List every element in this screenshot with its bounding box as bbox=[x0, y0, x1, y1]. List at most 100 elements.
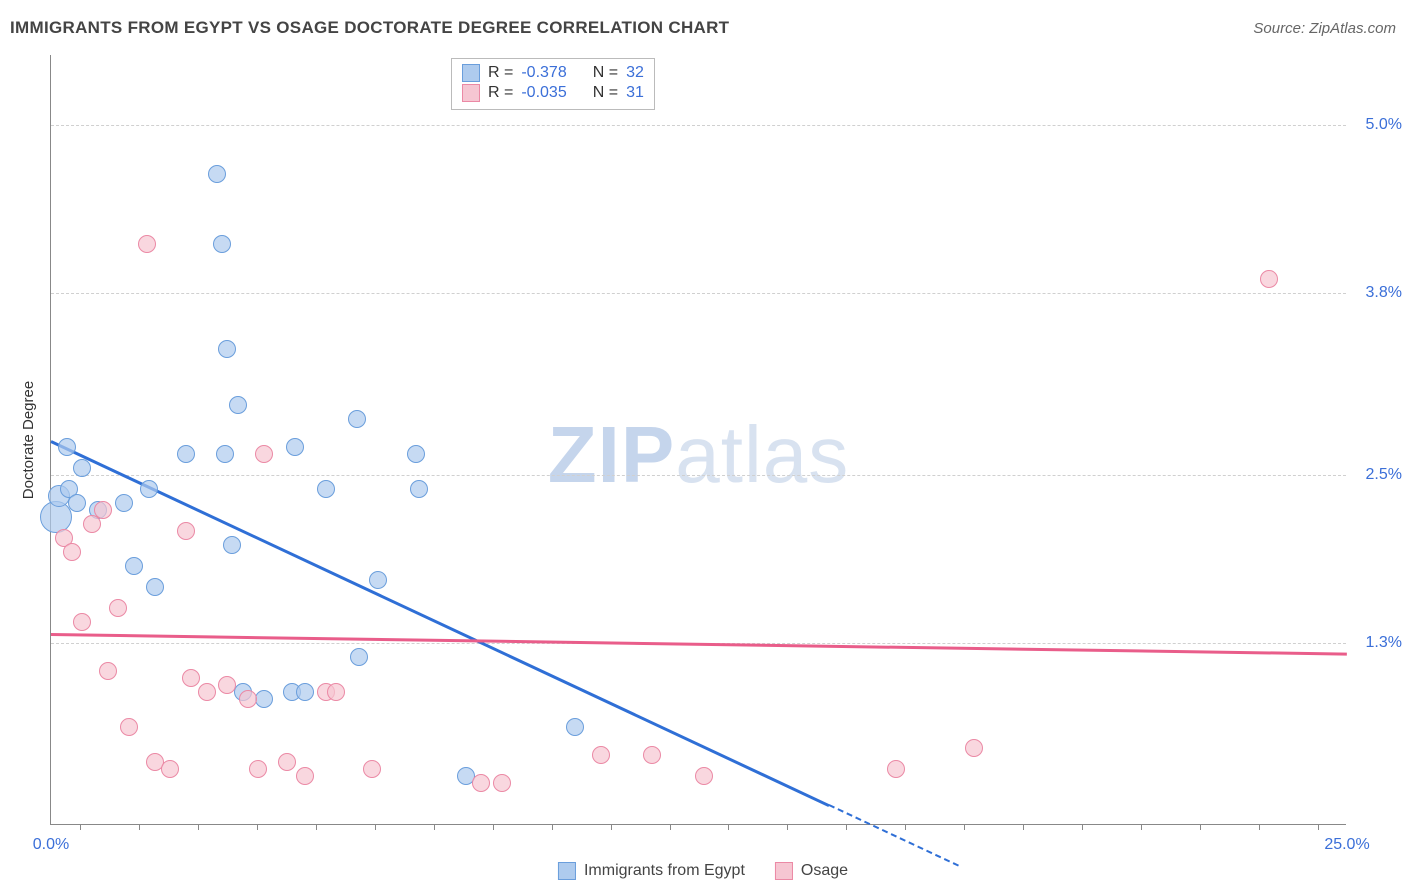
osage-n-value: 31 bbox=[626, 84, 644, 102]
osage-point bbox=[296, 767, 314, 785]
x-tick bbox=[1141, 824, 1142, 830]
legend-row-osage: R = -0.035 N = 31 bbox=[462, 83, 644, 103]
y-tick-label: 1.3% bbox=[1366, 634, 1402, 652]
x-tick bbox=[846, 824, 847, 830]
egypt-trend-line bbox=[50, 440, 829, 807]
egypt-point bbox=[286, 438, 304, 456]
legend-item-egypt: Immigrants from Egypt bbox=[558, 862, 745, 880]
egypt-point bbox=[223, 536, 241, 554]
source-name: ZipAtlas.com bbox=[1309, 20, 1396, 37]
egypt-point bbox=[73, 459, 91, 477]
x-tick bbox=[257, 824, 258, 830]
egypt-point bbox=[566, 718, 584, 736]
x-axis-end-label: 25.0% bbox=[1324, 836, 1369, 854]
egypt-point bbox=[317, 480, 335, 498]
egypt-point bbox=[350, 648, 368, 666]
watermark-zip: ZIP bbox=[548, 410, 675, 499]
osage-point bbox=[363, 760, 381, 778]
egypt-point bbox=[140, 480, 158, 498]
x-tick bbox=[552, 824, 553, 830]
osage-point bbox=[278, 753, 296, 771]
x-tick bbox=[1082, 824, 1083, 830]
egypt-point bbox=[410, 480, 428, 498]
egypt-point bbox=[229, 396, 247, 414]
x-tick bbox=[964, 824, 965, 830]
egypt-point bbox=[208, 165, 226, 183]
y-tick-label: 5.0% bbox=[1366, 116, 1402, 134]
x-tick bbox=[316, 824, 317, 830]
egypt-point bbox=[68, 494, 86, 512]
y-axis-label: Doctorate Degree bbox=[20, 381, 37, 499]
egypt-swatch bbox=[462, 64, 480, 82]
egypt-point bbox=[216, 445, 234, 463]
osage-point bbox=[120, 718, 138, 736]
chart-source: Source: ZipAtlas.com bbox=[1253, 20, 1396, 37]
egypt-point bbox=[125, 557, 143, 575]
osage-point bbox=[493, 774, 511, 792]
x-axis-start-label: 0.0% bbox=[33, 836, 69, 854]
gridline bbox=[51, 125, 1346, 126]
watermark-atlas: atlas bbox=[675, 410, 849, 499]
osage-point bbox=[109, 599, 127, 617]
x-tick bbox=[787, 824, 788, 830]
series-legend: Immigrants from Egypt Osage bbox=[558, 862, 848, 880]
n-label: N = bbox=[593, 84, 618, 102]
egypt-label: Immigrants from Egypt bbox=[584, 862, 745, 880]
osage-point bbox=[138, 235, 156, 253]
osage-point bbox=[99, 662, 117, 680]
osage-point bbox=[177, 522, 195, 540]
legend-item-osage: Osage bbox=[775, 862, 848, 880]
x-tick bbox=[1023, 824, 1024, 830]
n-label: N = bbox=[593, 64, 618, 82]
x-tick bbox=[1200, 824, 1201, 830]
egypt-point bbox=[146, 578, 164, 596]
osage-point bbox=[1260, 270, 1278, 288]
osage-swatch bbox=[775, 862, 793, 880]
egypt-point bbox=[407, 445, 425, 463]
x-tick bbox=[198, 824, 199, 830]
chart-title: IMMIGRANTS FROM EGYPT VS OSAGE DOCTORATE… bbox=[10, 18, 729, 38]
chart-header: IMMIGRANTS FROM EGYPT VS OSAGE DOCTORATE… bbox=[10, 18, 1396, 38]
egypt-point bbox=[255, 690, 273, 708]
scatter-plot-area: ZIPatlas R = -0.378 N = 32 R = -0.035 N … bbox=[50, 55, 1346, 825]
egypt-point bbox=[348, 410, 366, 428]
osage-point bbox=[327, 683, 345, 701]
osage-point bbox=[94, 501, 112, 519]
osage-point bbox=[472, 774, 490, 792]
osage-point bbox=[73, 613, 91, 631]
egypt-point bbox=[58, 438, 76, 456]
egypt-point bbox=[218, 340, 236, 358]
x-tick bbox=[80, 824, 81, 830]
osage-point bbox=[161, 760, 179, 778]
osage-point bbox=[695, 767, 713, 785]
osage-trend-line bbox=[51, 633, 1347, 656]
osage-point bbox=[182, 669, 200, 687]
egypt-n-value: 32 bbox=[626, 64, 644, 82]
egypt-swatch bbox=[558, 862, 576, 880]
egypt-point bbox=[296, 683, 314, 701]
egypt-point bbox=[115, 494, 133, 512]
x-tick bbox=[728, 824, 729, 830]
r-label: R = bbox=[488, 84, 513, 102]
osage-r-value: -0.035 bbox=[521, 84, 566, 102]
x-tick bbox=[1259, 824, 1260, 830]
gridline bbox=[51, 293, 1346, 294]
y-tick-label: 3.8% bbox=[1366, 284, 1402, 302]
osage-point bbox=[255, 445, 273, 463]
osage-point bbox=[592, 746, 610, 764]
osage-point bbox=[218, 676, 236, 694]
x-tick bbox=[493, 824, 494, 830]
x-tick bbox=[375, 824, 376, 830]
y-tick-label: 2.5% bbox=[1366, 466, 1402, 484]
osage-point bbox=[198, 683, 216, 701]
x-tick bbox=[611, 824, 612, 830]
x-tick bbox=[434, 824, 435, 830]
watermark: ZIPatlas bbox=[548, 409, 849, 501]
osage-swatch bbox=[462, 84, 480, 102]
x-tick bbox=[670, 824, 671, 830]
osage-point bbox=[63, 543, 81, 561]
source-prefix: Source: bbox=[1253, 20, 1309, 37]
egypt-trend-dash bbox=[828, 804, 958, 866]
legend-row-egypt: R = -0.378 N = 32 bbox=[462, 63, 644, 83]
correlation-legend: R = -0.378 N = 32 R = -0.035 N = 31 bbox=[451, 58, 655, 110]
